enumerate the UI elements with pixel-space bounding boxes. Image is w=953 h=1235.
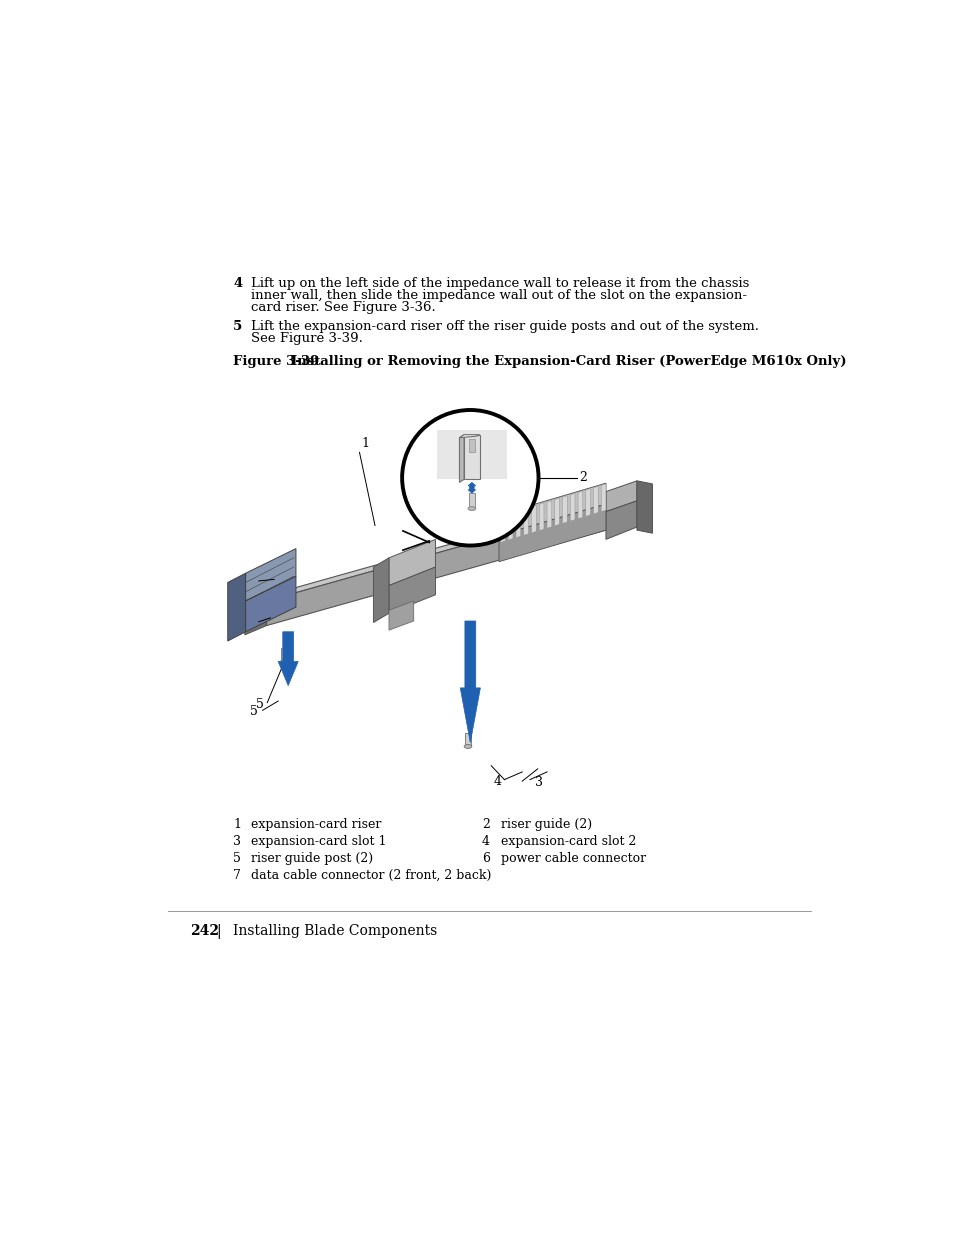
- Ellipse shape: [468, 506, 476, 510]
- Polygon shape: [245, 577, 295, 632]
- Text: 5: 5: [256, 698, 264, 710]
- Text: expansion-card riser: expansion-card riser: [251, 818, 381, 831]
- Text: 242: 242: [191, 924, 219, 939]
- Text: data cable connector (2 front, 2 back): data cable connector (2 front, 2 back): [251, 869, 491, 882]
- Polygon shape: [498, 483, 605, 536]
- Polygon shape: [468, 440, 475, 452]
- Polygon shape: [600, 484, 605, 511]
- Text: riser guide post (2): riser guide post (2): [251, 852, 373, 864]
- Text: 5: 5: [250, 705, 257, 719]
- Text: See Figure 3-39.: See Figure 3-39.: [251, 332, 362, 346]
- Text: inner wall, then slide the impedance wall out of the slot on the expansion-: inner wall, then slide the impedance wal…: [251, 289, 746, 303]
- Polygon shape: [605, 501, 637, 540]
- Polygon shape: [228, 573, 245, 641]
- Polygon shape: [523, 508, 528, 535]
- Text: 4: 4: [493, 774, 500, 788]
- Text: Lift the expansion-card riser off the riser guide posts and out of the system.: Lift the expansion-card riser off the ri…: [251, 320, 759, 333]
- Text: 5: 5: [233, 320, 242, 333]
- Polygon shape: [578, 492, 582, 519]
- Polygon shape: [585, 489, 590, 516]
- Polygon shape: [508, 513, 513, 540]
- Polygon shape: [459, 621, 480, 742]
- Text: expansion-card slot 2: expansion-card slot 2: [500, 835, 636, 848]
- Polygon shape: [245, 578, 266, 610]
- Text: |: |: [216, 924, 220, 940]
- Polygon shape: [538, 503, 543, 531]
- Polygon shape: [593, 487, 598, 514]
- Text: expansion-card slot 1: expansion-card slot 1: [251, 835, 386, 848]
- Text: card riser. See Figure 3-36.: card riser. See Figure 3-36.: [251, 301, 436, 315]
- Polygon shape: [278, 632, 298, 685]
- Text: 2: 2: [578, 472, 586, 484]
- Polygon shape: [389, 567, 435, 614]
- Polygon shape: [436, 430, 506, 479]
- Text: 7: 7: [246, 574, 253, 588]
- Polygon shape: [498, 504, 605, 562]
- Polygon shape: [562, 495, 567, 524]
- Ellipse shape: [464, 745, 472, 748]
- Polygon shape: [546, 500, 551, 529]
- Text: 5: 5: [233, 852, 241, 864]
- Text: Installing Blade Components: Installing Blade Components: [233, 924, 437, 939]
- Text: 3: 3: [535, 776, 543, 789]
- Polygon shape: [500, 515, 505, 542]
- Polygon shape: [637, 480, 652, 534]
- Polygon shape: [464, 435, 479, 479]
- Polygon shape: [516, 510, 520, 537]
- Polygon shape: [464, 732, 471, 745]
- Text: 3: 3: [233, 835, 241, 848]
- Polygon shape: [245, 601, 266, 635]
- Polygon shape: [389, 601, 414, 630]
- Text: riser guide (2): riser guide (2): [500, 818, 591, 831]
- Text: power cable connector: power cable connector: [500, 852, 645, 864]
- Polygon shape: [389, 540, 435, 585]
- Polygon shape: [459, 435, 464, 483]
- Circle shape: [402, 410, 537, 546]
- Text: 1: 1: [233, 818, 241, 831]
- Polygon shape: [266, 492, 637, 601]
- Text: Installing or Removing the Expansion-Card Riser (PowerEdge M610x Only): Installing or Removing the Expansion-Car…: [291, 356, 845, 368]
- Polygon shape: [555, 498, 558, 526]
- Text: Figure 3-39.: Figure 3-39.: [233, 356, 324, 368]
- Text: Lift up on the left side of the impedance wall to release it from the chassis: Lift up on the left side of the impedanc…: [251, 277, 749, 290]
- Polygon shape: [245, 548, 295, 601]
- Text: 4: 4: [481, 835, 490, 848]
- Polygon shape: [459, 435, 479, 437]
- Polygon shape: [468, 493, 475, 508]
- Ellipse shape: [280, 659, 288, 663]
- Text: 6: 6: [481, 852, 490, 864]
- Polygon shape: [605, 480, 637, 511]
- Text: 6: 6: [246, 615, 253, 629]
- Polygon shape: [281, 648, 287, 661]
- Polygon shape: [570, 494, 575, 521]
- Polygon shape: [266, 505, 605, 626]
- Text: 1: 1: [360, 437, 369, 450]
- Text: 4: 4: [233, 277, 242, 290]
- Text: 2: 2: [481, 818, 489, 831]
- Polygon shape: [373, 558, 389, 622]
- Polygon shape: [531, 505, 536, 534]
- Text: 7: 7: [233, 869, 241, 882]
- Polygon shape: [468, 483, 476, 493]
